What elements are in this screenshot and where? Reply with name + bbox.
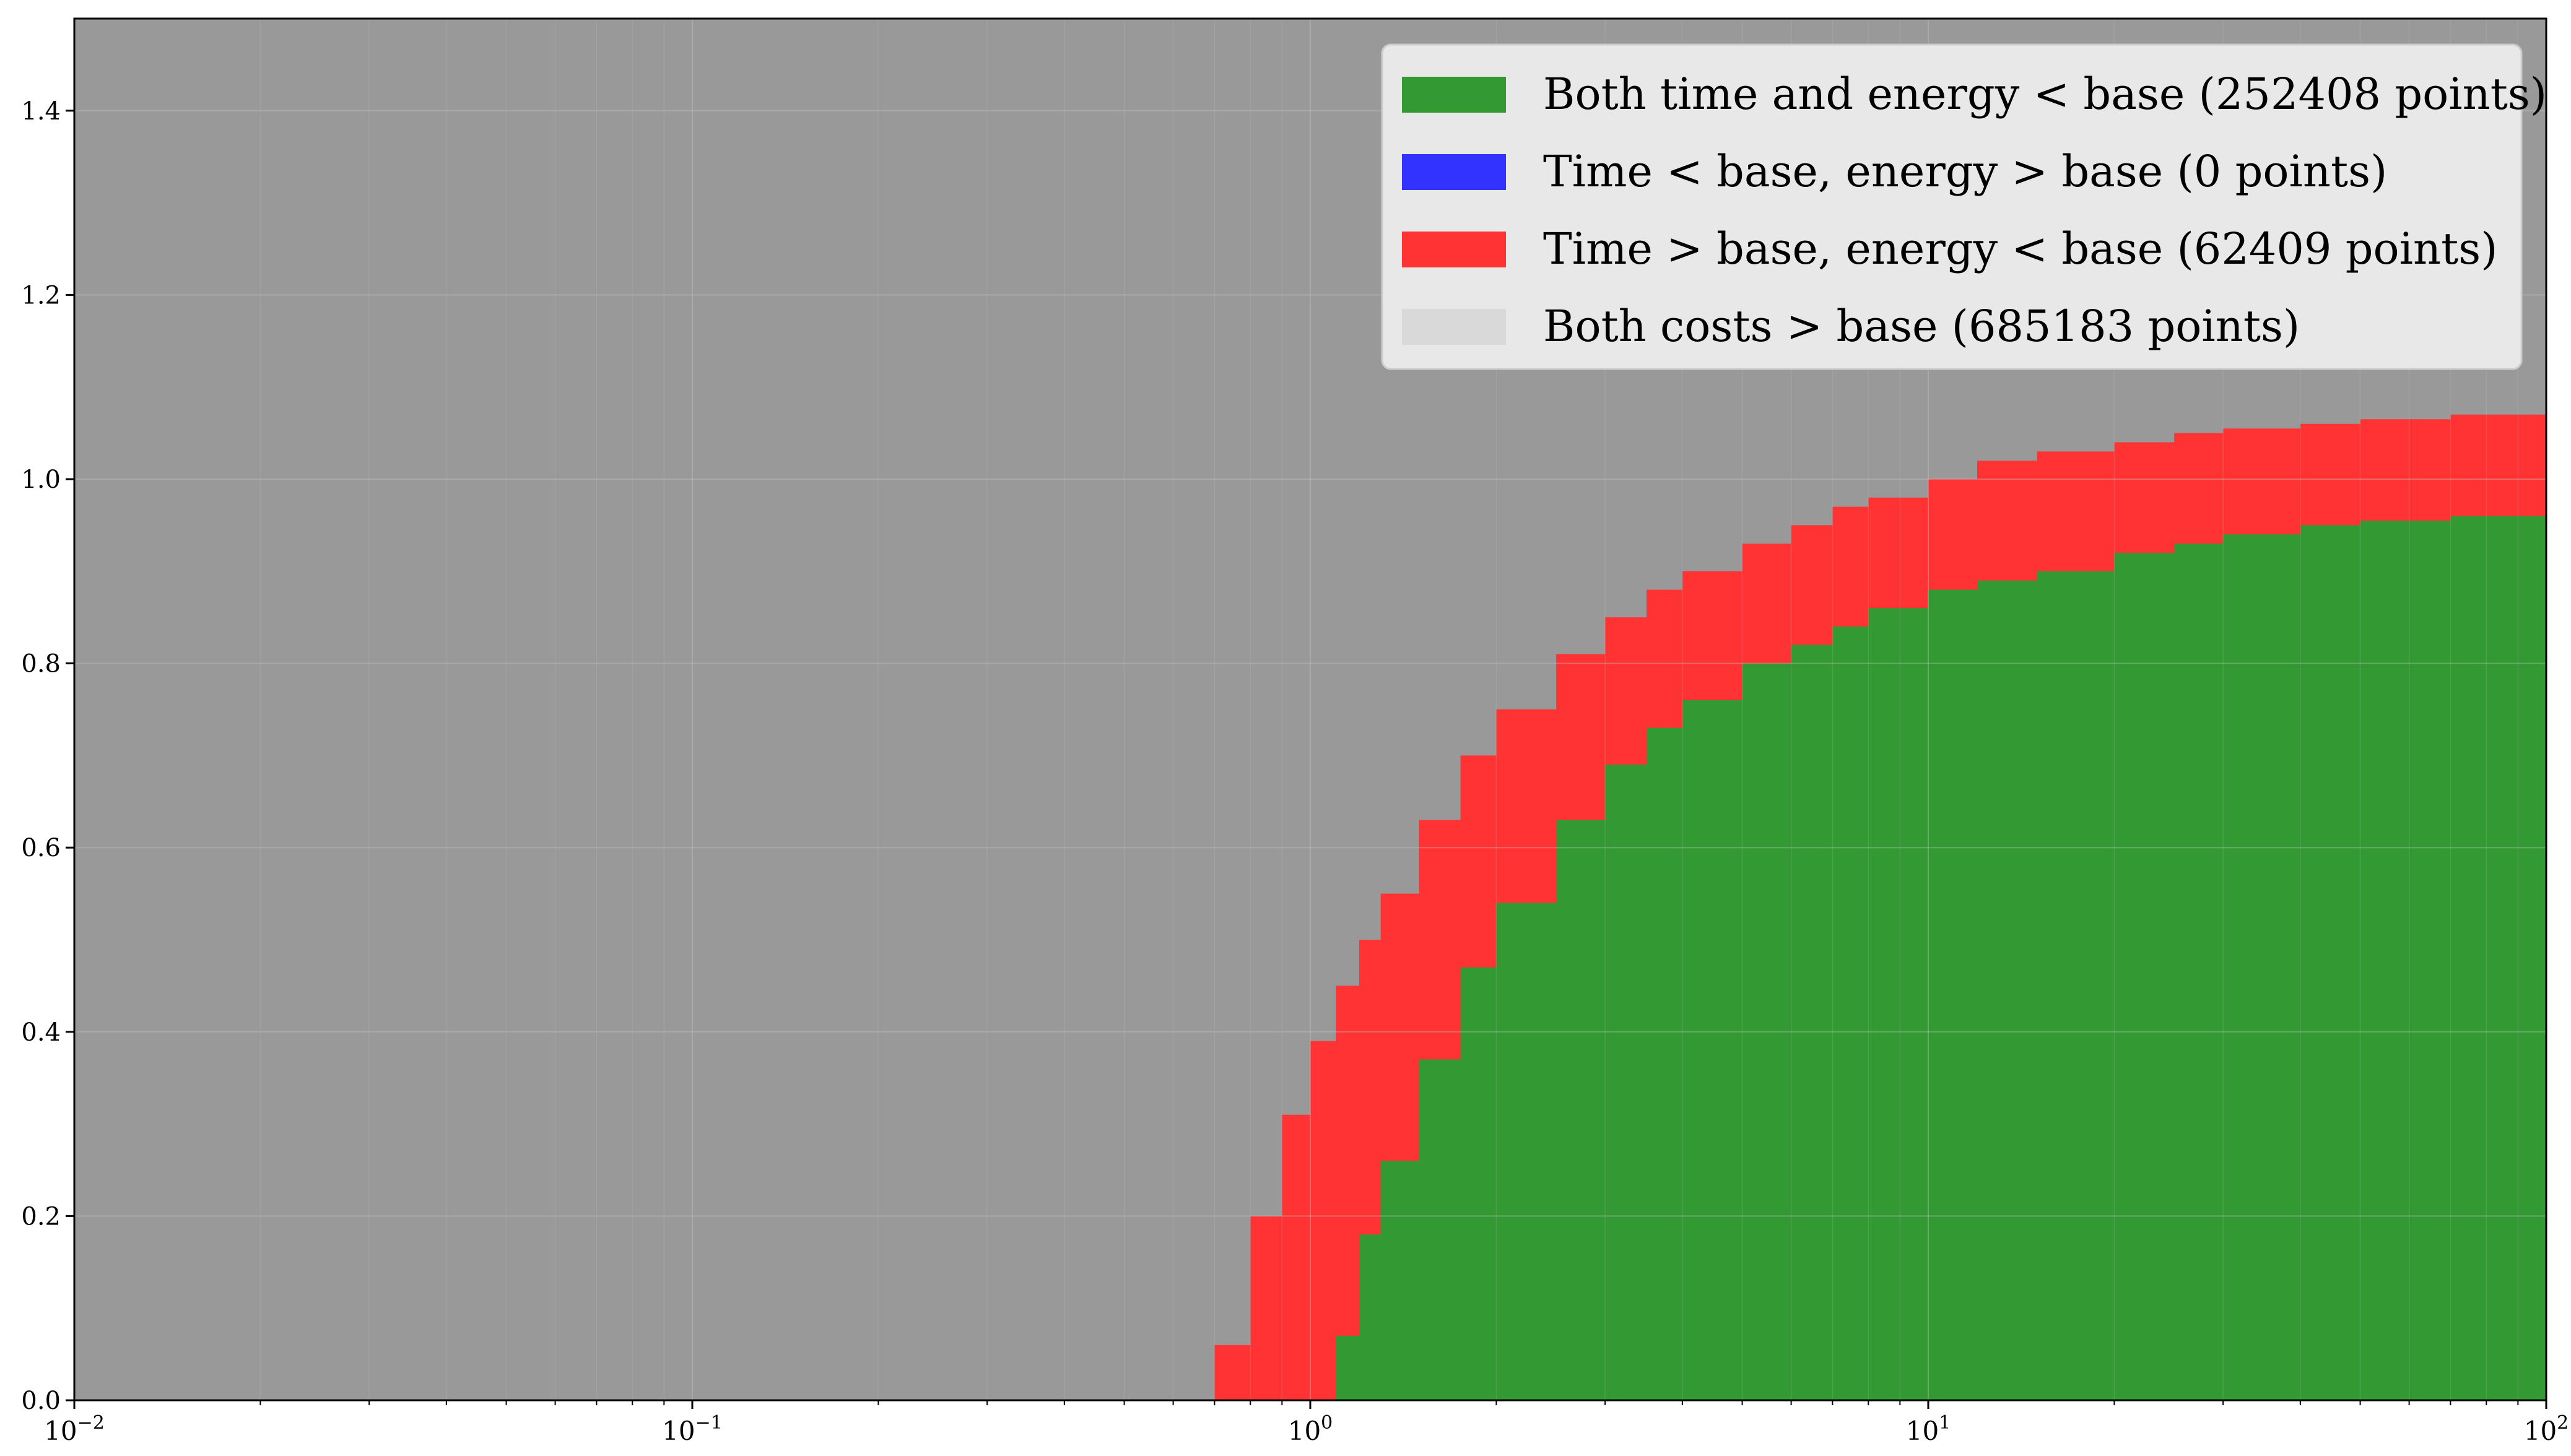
legend-box: [1381, 43, 2523, 370]
legend-swatch-2: [1402, 232, 1506, 267]
area-layer: [1194, 414, 2546, 1400]
y-tick-label: 0.8: [21, 650, 61, 678]
legend-label-1: Time < base, energy > base (0 points): [1543, 146, 2387, 197]
y-tick-label: 0.4: [21, 1018, 61, 1047]
x-tick-label: 101: [1906, 1412, 1951, 1446]
x-tick-label: 100: [1288, 1412, 1333, 1446]
legend-swatch-3: [1402, 309, 1506, 345]
y-tick-label: 0.0: [21, 1387, 61, 1415]
x-tick-label: 10−1: [662, 1412, 723, 1446]
y-tick-label: 1.2: [21, 281, 61, 310]
legend-label-0: Both time and energy < base (252408 poin…: [1543, 69, 2547, 119]
y-tick-label: 0.6: [21, 834, 61, 862]
legend-label-2: Time > base, energy < base (62409 points…: [1543, 223, 2498, 274]
legend: Both time and energy < base (252408 poin…: [1381, 43, 2547, 370]
x-tick-label: 10−2: [44, 1412, 105, 1446]
y-tick-label: 1.0: [21, 466, 61, 494]
y-tick-label: 0.2: [21, 1202, 61, 1231]
y-tick-label: 1.4: [21, 97, 61, 126]
x-tick-label: 102: [2524, 1412, 2569, 1446]
legend-swatch-0: [1402, 77, 1506, 113]
tick-layer: 0.0 0.2 0.4 0.6 0.8 1.0 1.2 1.4 10−2 10−1 100 101 10…: [21, 97, 2569, 1446]
legend-swatch-1: [1402, 154, 1506, 190]
legend-label-3: Both costs > base (685183 points): [1543, 301, 2300, 352]
area-series-0: [1323, 511, 2546, 1400]
